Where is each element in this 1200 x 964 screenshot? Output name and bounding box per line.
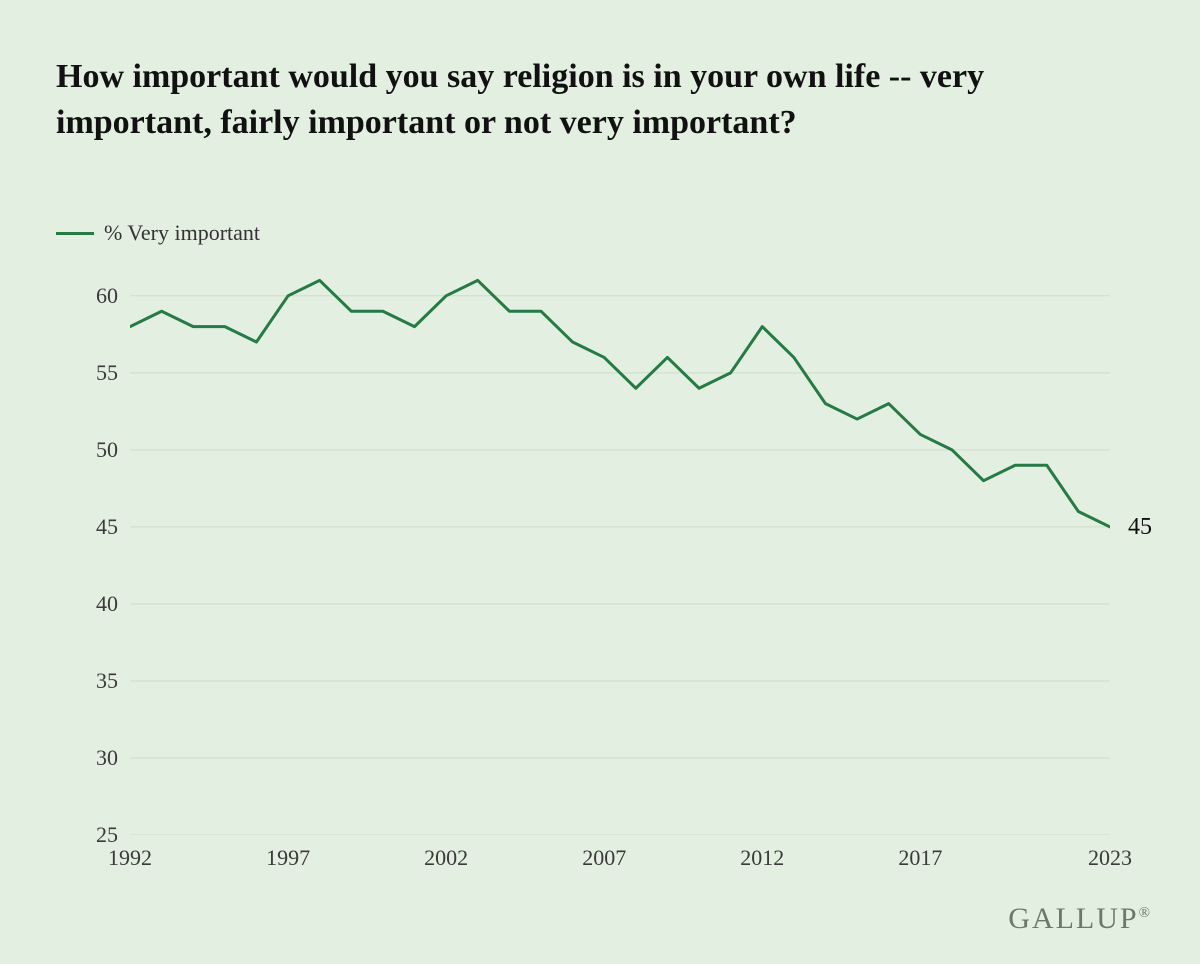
series-line: [130, 280, 1110, 526]
legend-label: % Very important: [104, 220, 260, 246]
y-tick-label: 35: [58, 668, 118, 694]
line-chart: [130, 265, 1110, 835]
y-tick-label: 30: [58, 745, 118, 771]
registered-icon: ®: [1139, 905, 1150, 921]
chart-card: How important would you say religion is …: [0, 0, 1200, 964]
chart-title: How important would you say religion is …: [56, 54, 1144, 146]
y-tick-label: 45: [58, 514, 118, 540]
y-tick-label: 25: [58, 822, 118, 848]
x-tick-label: 1992: [90, 845, 170, 871]
branding-text: GALLUP: [1008, 902, 1138, 935]
x-tick-label: 2017: [880, 845, 960, 871]
y-tick-label: 40: [58, 591, 118, 617]
x-tick-label: 2007: [564, 845, 644, 871]
y-tick-label: 60: [58, 283, 118, 309]
branding-logo: GALLUP®: [1008, 902, 1150, 936]
y-tick-label: 55: [58, 360, 118, 386]
x-tick-label: 1997: [248, 845, 328, 871]
y-tick-label: 50: [58, 437, 118, 463]
legend-swatch: [56, 232, 94, 235]
x-tick-label: 2012: [722, 845, 802, 871]
legend: % Very important: [56, 220, 260, 246]
x-tick-label: 2023: [1070, 845, 1150, 871]
series-end-value: 45: [1128, 514, 1152, 541]
x-tick-label: 2002: [406, 845, 486, 871]
chart-svg: [130, 265, 1110, 835]
